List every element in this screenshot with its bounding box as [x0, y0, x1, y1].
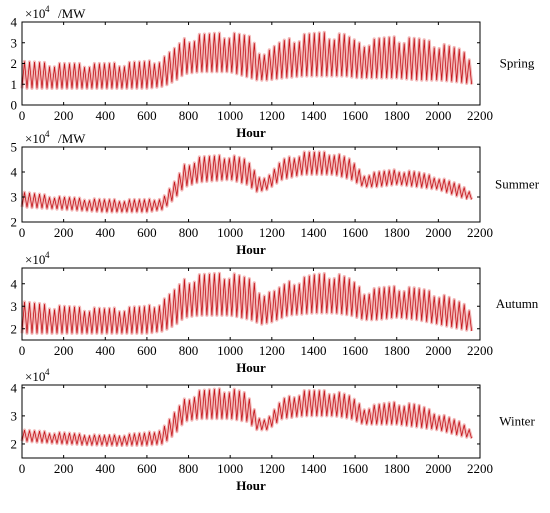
- x-tick-label: 600: [137, 343, 157, 358]
- x-tick-label: 800: [179, 461, 199, 476]
- x-tick-label: 400: [96, 108, 116, 123]
- y-unit-label: /MW: [58, 6, 86, 21]
- y-tick-label: 2: [11, 56, 18, 71]
- y-tick-label: 3: [11, 190, 18, 205]
- axes-box: [21, 267, 481, 341]
- x-tick-label: 600: [137, 461, 157, 476]
- series-band: [20, 271, 474, 335]
- x-tick-label: 2200: [467, 108, 493, 123]
- y-tick-label: 3: [11, 299, 18, 314]
- y-multiplier-exponent: 4: [45, 367, 50, 377]
- x-tick-label: 1000: [217, 225, 243, 240]
- y-tick-label: 4: [11, 276, 18, 291]
- x-tick-label: 1400: [300, 461, 326, 476]
- x-tick-label: 1000: [217, 343, 243, 358]
- x-tick-label: 0: [19, 461, 26, 476]
- x-tick-label: 1200: [259, 108, 285, 123]
- series-line: [21, 151, 473, 213]
- x-tick-label: 400: [96, 225, 116, 240]
- x-tick-label: 200: [54, 108, 74, 123]
- y-unit-label: /MW: [58, 131, 86, 146]
- x-tick-label: 200: [54, 225, 74, 240]
- x-tick-label: 2000: [425, 225, 451, 240]
- y-tick-label: 4: [11, 15, 18, 30]
- x-axis-label: Hour: [236, 478, 266, 493]
- x-tick-label: 600: [137, 225, 157, 240]
- y-multiplier-exponent: 4: [45, 250, 50, 260]
- x-tick-label: 1800: [384, 108, 410, 123]
- x-tick-label: 0: [19, 343, 26, 358]
- x-tick-label: 1000: [217, 108, 243, 123]
- panel-winter: 0 200 400 600 800 1000 1200 1400 1600 1800 2000 220…: [11, 367, 536, 493]
- series-line: [21, 273, 473, 334]
- x-tick-label: 400: [96, 343, 116, 358]
- y-tick-label: 2: [11, 436, 18, 451]
- axes-box: [21, 146, 481, 223]
- x-tick-label: 800: [179, 225, 199, 240]
- series-line: [21, 32, 473, 89]
- panel-summer: 0 200 400 600 800 1000 1200 1400 1600 1800 2000 220…: [11, 129, 540, 257]
- y-multiplier-base: ×10: [25, 252, 45, 267]
- x-tick-label: 1000: [217, 461, 243, 476]
- x-tick-label: 0: [19, 225, 26, 240]
- x-tick-label: 0: [19, 108, 26, 123]
- x-tick-label: 600: [137, 108, 157, 123]
- x-tick-label: 1400: [300, 225, 326, 240]
- x-tick-label: 1800: [384, 461, 410, 476]
- x-tick-label: 2200: [467, 461, 493, 476]
- y-tick-label: 0: [11, 98, 18, 113]
- x-tick-label: 2200: [467, 225, 493, 240]
- y-multiplier-base: ×10: [25, 131, 45, 146]
- y-tick-label: 2: [11, 215, 18, 230]
- y-tick-label: 2: [11, 321, 18, 336]
- series-line: [21, 388, 473, 447]
- season-label: Winter: [499, 414, 535, 429]
- x-tick-label: 1200: [259, 343, 285, 358]
- x-tick-label: 1600: [342, 108, 368, 123]
- series-band: [20, 30, 474, 90]
- x-tick-label: 1200: [259, 225, 285, 240]
- x-tick-label: 1200: [259, 461, 285, 476]
- x-axis-label: Hour: [236, 125, 266, 140]
- x-tick-label: 800: [179, 343, 199, 358]
- x-tick-label: 2000: [425, 461, 451, 476]
- x-tick-label: 1800: [384, 225, 410, 240]
- x-tick-label: 1400: [300, 108, 326, 123]
- season-label: Summer: [495, 177, 540, 192]
- x-tick-label: 1600: [342, 225, 368, 240]
- y-multiplier-exponent: 4: [45, 4, 50, 14]
- y-multiplier-exponent: 4: [45, 129, 50, 139]
- y-multiplier-base: ×10: [25, 6, 45, 21]
- y-tick-label: 1: [11, 77, 18, 92]
- x-tick-label: 200: [54, 343, 74, 358]
- x-tick-label: 400: [96, 461, 116, 476]
- y-multiplier-base: ×10: [25, 369, 45, 384]
- x-tick-label: 1800: [384, 343, 410, 358]
- axes-box: [21, 384, 481, 459]
- season-label: Spring: [500, 56, 535, 71]
- y-tick-label: 5: [11, 140, 18, 155]
- x-tick-label: 800: [179, 108, 199, 123]
- panel-autumn: 0 200 400 600 800 1000 1200 1400 1600 1800 2000 220…: [11, 250, 539, 375]
- x-tick-label: 2000: [425, 108, 451, 123]
- panel-spring: 0 200 400 600 800 1000 1200 1400 1600 1800 2000 220…: [11, 4, 535, 140]
- x-axis-label: Hour: [236, 360, 266, 375]
- x-axis-label: Hour: [236, 242, 266, 257]
- x-tick-label: 2000: [425, 343, 451, 358]
- x-tick-label: 1400: [300, 343, 326, 358]
- y-tick-label: 4: [11, 165, 18, 180]
- x-tick-label: 200: [54, 461, 74, 476]
- y-tick-label: 3: [11, 35, 18, 50]
- x-tick-label: 2200: [467, 343, 493, 358]
- x-tick-label: 1600: [342, 461, 368, 476]
- x-tick-label: 1600: [342, 343, 368, 358]
- season-label: Autumn: [496, 296, 539, 311]
- y-tick-label: 3: [11, 408, 18, 423]
- y-tick-label: 4: [11, 380, 18, 395]
